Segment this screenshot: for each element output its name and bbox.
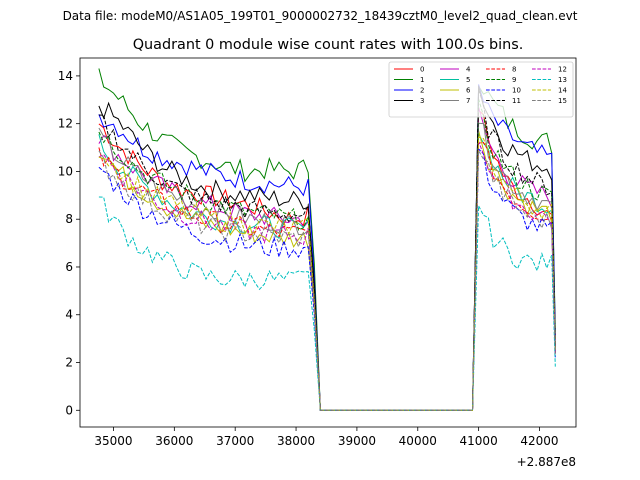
legend-label: 2 <box>420 87 424 95</box>
x-axis: 35000 36000 37000 38000 39000 40000 41000 42000 <box>94 427 559 448</box>
series-line-3 <box>98 85 556 411</box>
y-tick-label: 0 <box>65 403 73 417</box>
series-line-9 <box>98 98 556 411</box>
legend-label: 15 <box>558 97 567 105</box>
chart-title: Quadrant 0 module wise count rates with … <box>133 37 524 53</box>
series-lines <box>98 68 556 411</box>
legend-label: 9 <box>512 76 516 84</box>
series-line-14 <box>98 136 556 411</box>
legend-label: 14 <box>558 87 567 95</box>
series-line-2 <box>98 84 556 411</box>
x-tick-label: 37000 <box>216 434 254 448</box>
x-tick-label: 42000 <box>520 434 558 448</box>
series-line-4 <box>98 106 556 411</box>
plot-area <box>79 57 577 428</box>
legend-label: 7 <box>466 97 470 105</box>
legend-label: 10 <box>512 87 521 95</box>
chart-suptitle: Data file: modeM0/AS1A05_199T01_90000027… <box>63 9 578 23</box>
x-tick-label: 39000 <box>338 434 376 448</box>
x-tick-label: 36000 <box>155 434 193 448</box>
y-tick-label: 12 <box>58 117 73 131</box>
x-tick-label: 40000 <box>399 434 437 448</box>
legend-label: 4 <box>466 66 471 74</box>
y-tick-label: 2 <box>65 356 73 370</box>
legend-label: 6 <box>466 87 471 95</box>
legend-label: 12 <box>558 66 567 74</box>
y-tick-label: 6 <box>65 260 73 274</box>
series-line-11 <box>98 89 556 411</box>
y-axis: 0 2 4 6 8 10 12 14 <box>58 69 80 417</box>
legend-label: 11 <box>512 97 521 105</box>
x-tick-label: 41000 <box>460 434 498 448</box>
legend-label: 1 <box>420 76 424 84</box>
y-tick-label: 4 <box>65 308 73 322</box>
x-offset-label: +2.887e8 <box>517 455 576 469</box>
series-line-15 <box>98 148 556 411</box>
series-line-13 <box>98 196 556 411</box>
series-line-10 <box>98 147 556 411</box>
legend-label: 0 <box>420 66 424 74</box>
legend-label: 3 <box>420 97 424 105</box>
y-tick-label: 14 <box>58 69 73 83</box>
x-tick-label: 35000 <box>94 434 132 448</box>
y-tick-label: 8 <box>65 212 73 226</box>
legend-box <box>388 61 574 118</box>
legend-label: 13 <box>558 76 567 84</box>
legend-label: 8 <box>512 66 516 74</box>
legend-label: 5 <box>466 76 470 84</box>
y-tick-label: 10 <box>58 164 73 178</box>
x-tick-label: 38000 <box>277 434 315 448</box>
